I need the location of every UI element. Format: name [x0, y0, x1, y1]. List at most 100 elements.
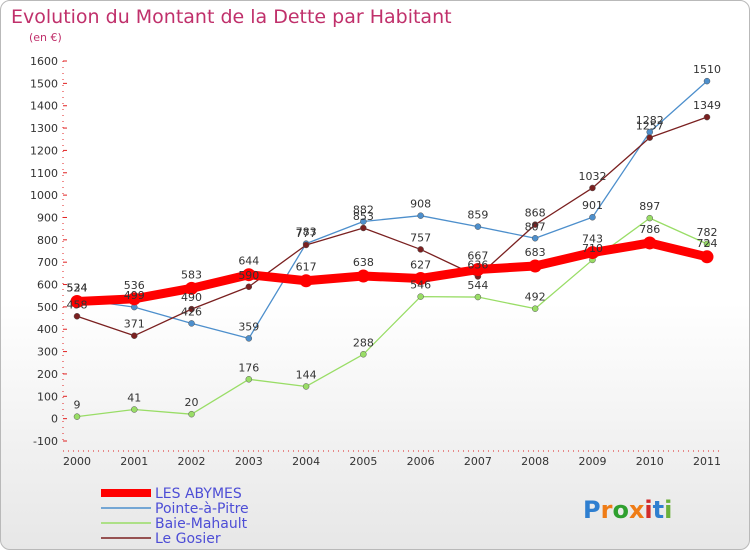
x-tick-label: 2006 [407, 455, 435, 468]
y-tick-label: 400 [37, 323, 58, 336]
data-label: 458 [67, 298, 88, 311]
y-tick-label: 300 [37, 346, 58, 359]
series-line [72, 238, 712, 307]
data-point [531, 221, 539, 228]
data-point [188, 410, 195, 418]
x-tick-label: 2009 [578, 455, 606, 468]
data-point [417, 212, 424, 219]
data-label: 499 [124, 289, 145, 302]
data-label: 176 [238, 361, 259, 374]
data-point [703, 113, 711, 121]
data-point [589, 184, 596, 192]
y-tick-label: 1400 [30, 100, 58, 113]
data-point [703, 240, 711, 248]
data-point [589, 213, 596, 221]
data-label: 644 [238, 255, 259, 268]
x-tick-label: 2008 [521, 455, 549, 468]
data-point [70, 295, 84, 309]
y-tick-label: 100 [37, 390, 58, 403]
data-label: 724 [697, 237, 718, 250]
y-tick-label: 0 [51, 413, 58, 426]
y-tick-label: 700 [37, 256, 58, 269]
data-label: 1282 [636, 114, 664, 127]
data-label: 1349 [693, 99, 721, 112]
y-tick-label: 1500 [30, 77, 58, 90]
x-tick-label: 2004 [292, 455, 320, 468]
data-point [299, 274, 313, 288]
data-label: 1510 [693, 63, 721, 76]
data-point [474, 223, 482, 230]
x-tick-label: 2002 [178, 455, 206, 468]
x-tick-label: 2011 [693, 455, 721, 468]
data-point [242, 268, 256, 282]
data-point [73, 413, 81, 420]
data-label: 667 [467, 250, 488, 263]
y-tick-label: 1100 [30, 167, 58, 180]
chart-title: Evolution du Montant de la Dette par Hab… [11, 6, 452, 28]
data-point [417, 246, 424, 253]
data-label: 807 [525, 220, 546, 233]
data-point [471, 263, 485, 277]
legend-label: Pointe-à-Pitre [155, 501, 249, 517]
data-point [73, 313, 81, 320]
data-label: 638 [353, 256, 374, 269]
series-layer [70, 77, 714, 420]
data-point [302, 241, 310, 249]
data-point [703, 77, 711, 85]
data-label: 426 [181, 305, 202, 318]
data-label: 710 [582, 242, 603, 255]
proxiti-logo: Proxiti [583, 496, 672, 524]
data-point [531, 305, 539, 312]
y-tick-label: 200 [37, 368, 58, 381]
data-label: 882 [353, 203, 374, 216]
data-point [302, 383, 310, 390]
data-label: 617 [296, 261, 317, 274]
x-tick-label: 2010 [636, 455, 664, 468]
logo-text: Proxiti [583, 496, 672, 524]
data-labels: 534 499 426 359 783 882 908 859 807 901 1282 1510 45… [67, 63, 722, 412]
data-label: 9 [74, 399, 81, 412]
data-label: 786 [639, 223, 660, 236]
data-label: 524 [67, 282, 88, 295]
data-label: 583 [181, 268, 202, 281]
data-point [188, 320, 195, 327]
data-point [360, 351, 367, 358]
x-tick-label: 2003 [235, 455, 263, 468]
data-label: 371 [124, 318, 145, 331]
data-label: 757 [410, 231, 431, 244]
data-label: 544 [467, 279, 488, 292]
y-tick-label: 1000 [30, 189, 58, 202]
data-label: 859 [467, 209, 488, 222]
data-label: 288 [353, 336, 374, 349]
data-label: 490 [181, 291, 202, 304]
data-point [643, 236, 657, 250]
data-point [131, 332, 138, 339]
data-label: 782 [697, 226, 718, 239]
data-point [360, 224, 367, 232]
data-label: 144 [296, 368, 317, 381]
data-label: 359 [238, 320, 259, 333]
data-label: 743 [582, 233, 603, 246]
x-tick-label: 2000 [63, 455, 91, 468]
data-point [531, 235, 539, 242]
data-point [245, 335, 253, 342]
data-point [188, 305, 195, 313]
series-line [76, 116, 708, 337]
data-label: 546 [410, 279, 431, 292]
data-point [646, 214, 653, 222]
data-label: 897 [639, 200, 660, 213]
y-tick-label: 500 [37, 301, 58, 314]
data-point [646, 134, 653, 141]
data-label: 1257 [636, 120, 664, 133]
x-tick-label: 2005 [349, 455, 377, 468]
data-point [185, 281, 199, 295]
y-tick-label: 1300 [30, 122, 58, 135]
data-label: 783 [296, 226, 317, 239]
data-label: 41 [127, 391, 141, 404]
data-label: 590 [238, 269, 259, 282]
x-tick-label: 2007 [464, 455, 492, 468]
data-label: 1032 [578, 170, 606, 183]
